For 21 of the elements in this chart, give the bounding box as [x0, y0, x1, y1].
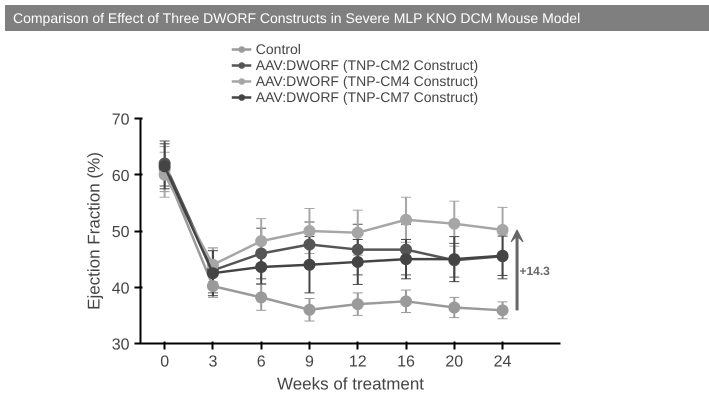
- y-axis-title: Ejection Fraction (%): [84, 152, 104, 310]
- x-tick-label: 6: [256, 354, 266, 370]
- y-tick-label: 30: [112, 336, 130, 354]
- annotation: +14.3: [519, 264, 550, 278]
- y-tick-label: 50: [112, 224, 130, 241]
- y-tick-label: 60: [112, 168, 130, 185]
- legend-label: AAV:DWORF (TNP-CM4 Construct): [256, 73, 478, 89]
- x-tick-label: 3: [208, 354, 218, 370]
- x-tick-label: 9: [305, 354, 314, 370]
- x-tick-label: 12: [348, 354, 367, 370]
- legend-label: Control: [256, 41, 301, 57]
- legend-label: AAV:DWORF (TNP-CM2 Construct): [256, 57, 478, 73]
- legend-label: AAV:DWORF (TNP-CM7 Construct): [256, 89, 478, 105]
- x-axis-title: Weeks of treatment: [276, 374, 424, 394]
- x-tick-label: 16: [397, 354, 416, 370]
- x-tick-label: 20: [445, 354, 464, 370]
- x-tick-label: 24: [494, 354, 512, 370]
- y-tick-label: 70: [112, 112, 130, 128]
- x-tick-label: 0: [160, 354, 170, 370]
- y-tick-label: 40: [112, 280, 130, 298]
- chart-title: Comparison of Effect of Three DWORF Constructs in Severe MLP KNO DCM Mouse Model: [13, 9, 580, 28]
